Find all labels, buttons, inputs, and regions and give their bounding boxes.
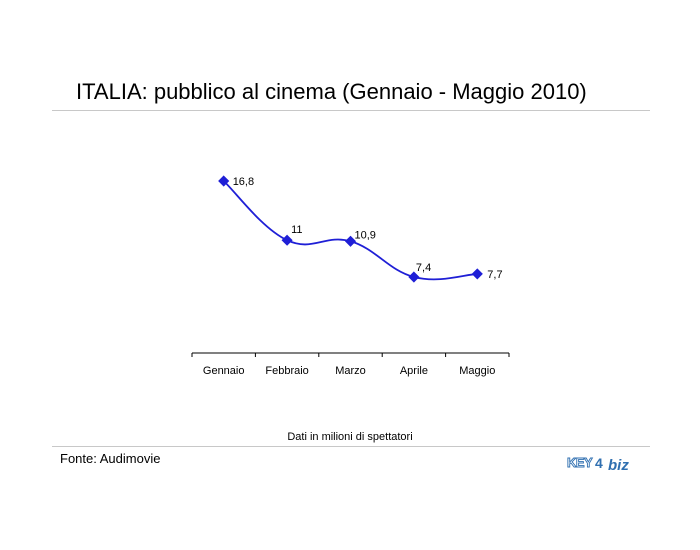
title-divider: [52, 110, 650, 111]
x-tick-label-marzo: Marzo: [335, 365, 366, 377]
x-tick-label-aprile: Aprile: [400, 365, 428, 377]
data-point-gennaio: [218, 175, 230, 187]
unit-note: Dati in milioni di spettatori: [287, 431, 413, 443]
data-label-aprile: 7,4: [416, 262, 431, 274]
data-label-febbraio: 11: [291, 224, 302, 236]
data-label-maggio: 7,7: [487, 269, 502, 281]
x-axis: Gennaio Febbraio Marzo Aprile Maggio: [191, 352, 510, 377]
source-label: Fonte: Audimovie: [60, 451, 161, 466]
data-labels: 16,8 11 10,9 7,4 7,7: [233, 176, 503, 281]
data-point-aprile: [408, 271, 420, 283]
svg-text:KEY: KEY: [567, 455, 593, 470]
data-label-marzo: 10,9: [355, 229, 376, 241]
data-markers: [218, 175, 483, 283]
x-tick-label-febbraio: Febbraio: [265, 365, 308, 377]
data-label-gennaio: 16,8: [233, 176, 254, 188]
data-point-marzo: [344, 235, 357, 247]
data-point-maggio: [471, 268, 483, 280]
footer-divider: [52, 446, 650, 447]
data-point-febbraio: [281, 234, 293, 246]
series-line: [223, 180, 478, 281]
x-tick-label-maggio: Maggio: [459, 365, 495, 377]
svg-text:biz: biz: [608, 457, 629, 474]
key4biz-logo: KEY 4 biz: [567, 455, 630, 474]
x-tick-label-gennaio: Gennaio: [203, 365, 245, 377]
chart-title: ITALIA: pubblico al cinema (Gennaio - Ma…: [76, 79, 587, 104]
svg-text:4: 4: [595, 455, 603, 471]
